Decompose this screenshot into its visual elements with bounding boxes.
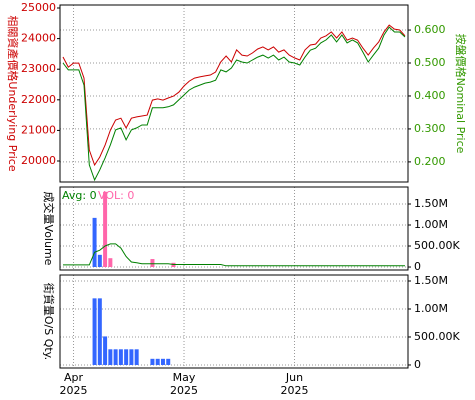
y2-tick-label: 0.600 <box>414 23 446 36</box>
axis-label: 成交量Volume <box>42 192 56 266</box>
x-tick-year: 2025 <box>170 384 198 397</box>
axis-label: 相關資產價格Underlying Price <box>6 15 20 171</box>
y-tick-label: 21000 <box>21 123 56 136</box>
x-tick-year: 2025 <box>60 384 88 397</box>
avg-line <box>63 243 405 267</box>
bar <box>97 298 102 365</box>
y2-tick-label: 1.00M <box>414 218 448 231</box>
x-tick-year: 2025 <box>281 384 309 397</box>
y2-tick-label: 0.400 <box>414 89 446 102</box>
bar <box>108 258 113 268</box>
axis-label: 按盤價格Nominal Price <box>454 34 468 154</box>
bar <box>108 349 113 365</box>
bar <box>113 349 118 365</box>
y-tick-label: 22000 <box>21 93 56 106</box>
x-tick-label: May <box>173 371 196 384</box>
x-tick-label: Jun <box>285 371 303 384</box>
bar <box>92 298 97 365</box>
bar <box>134 349 139 365</box>
x-tick-label: Apr <box>64 371 84 384</box>
legend-entry: Avg: 0 <box>62 189 97 202</box>
y2-tick-label: 1.00M <box>414 302 448 315</box>
y-tick-label: 24000 <box>21 32 56 45</box>
bar <box>103 336 108 365</box>
y2-tick-label: 0.300 <box>414 122 446 135</box>
y2-tick-label: 500.00K <box>414 239 460 252</box>
y2-tick-label: 1.50M <box>414 274 448 287</box>
bar <box>92 217 97 268</box>
y2-tick-label: 0.200 <box>414 155 446 168</box>
bar <box>129 349 134 365</box>
y-tick-label: 25000 <box>21 1 56 14</box>
price-line <box>62 26 406 182</box>
y-tick-label: 23000 <box>21 62 56 75</box>
plot-frame <box>59 4 409 183</box>
bar <box>124 349 129 365</box>
y2-tick-label: 0 <box>414 260 421 273</box>
bar <box>160 358 165 365</box>
y2-tick-label: 1.50M <box>414 197 448 210</box>
y2-tick-label: 0 <box>414 358 421 371</box>
axis-label: 街貨量O/S Qty. <box>42 283 56 360</box>
plot-frame <box>59 274 409 369</box>
price-line <box>62 24 406 167</box>
bar <box>150 259 155 268</box>
y2-tick-label: 500.00K <box>414 330 460 343</box>
bar <box>103 191 108 268</box>
y-tick-label: 20000 <box>21 154 56 167</box>
y2-tick-label: 0.500 <box>414 56 446 69</box>
plot-frame <box>59 186 409 271</box>
bar <box>155 358 160 365</box>
bar <box>118 349 123 365</box>
bar <box>150 358 155 365</box>
bar <box>97 254 102 268</box>
legend-entry: VOL: 0 <box>98 189 134 202</box>
bar <box>166 358 171 365</box>
